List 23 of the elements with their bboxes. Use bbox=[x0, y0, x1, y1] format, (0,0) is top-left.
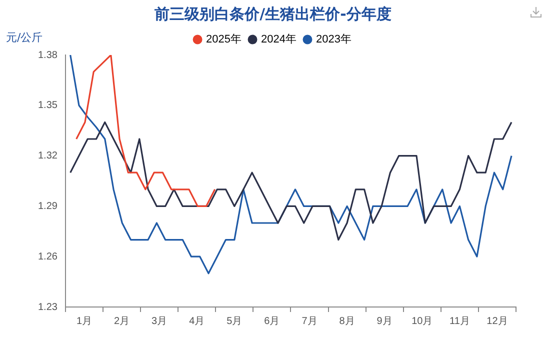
x-tick-label: 7月 bbox=[302, 316, 318, 327]
x-tick-label: 2月 bbox=[114, 316, 130, 327]
x-tick-label: 5月 bbox=[226, 316, 242, 327]
x-tick-label: 4月 bbox=[189, 316, 205, 327]
chart-title: 前三级别白条价/生猪出栏价-分年度 bbox=[154, 4, 392, 23]
legend-label: 2025年 bbox=[206, 34, 242, 46]
x-tick-label: 11月 bbox=[449, 316, 470, 327]
x-tick-label: 12月 bbox=[486, 316, 508, 327]
x-tick-label: 10月 bbox=[412, 316, 433, 327]
x-tick-label: 8月 bbox=[339, 316, 355, 327]
x-tick-label: 3月 bbox=[152, 316, 168, 327]
y-tick-label: 1.23 bbox=[38, 302, 58, 313]
legend-label: 2023年 bbox=[316, 34, 352, 46]
y-tick-label: 1.38 bbox=[38, 50, 58, 61]
x-tick-label: 1月 bbox=[76, 316, 92, 327]
x-tick-label: 9月 bbox=[376, 316, 392, 327]
legend-label: 2024年 bbox=[261, 34, 296, 46]
y-tick-label: 1.29 bbox=[38, 200, 58, 212]
y-tick-label: 1.26 bbox=[38, 251, 58, 262]
x-tick-label: 6月 bbox=[264, 316, 280, 327]
y-axis-title: 元/公斤 bbox=[6, 30, 43, 45]
y-tick-label: 1.32 bbox=[38, 150, 58, 162]
y-tick-label: 1.35 bbox=[38, 100, 58, 112]
